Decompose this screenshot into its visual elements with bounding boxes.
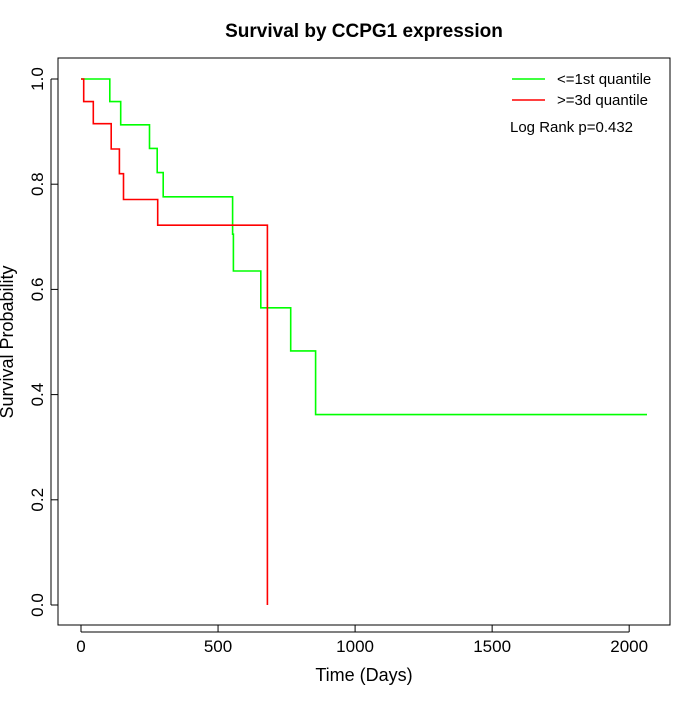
y-tick-label-4: 0.8: [28, 172, 47, 196]
x-axis-label: Time (Days): [315, 665, 412, 685]
x-tick-label-2: 1000: [336, 637, 374, 656]
y-tick-label-5: 1.0: [28, 67, 47, 91]
series-line-0: [81, 78, 647, 416]
x-tick-label-4: 2000: [610, 637, 648, 656]
legend-label-1: >=3d quantile: [557, 92, 648, 109]
x-axis: 0 500 1000 1500 2000: [76, 625, 648, 656]
series-line-1: [81, 78, 269, 605]
plot-frame: [57, 57, 671, 626]
series-layer: [81, 78, 647, 605]
x-tick-label-0: 0: [76, 637, 85, 656]
y-tick-label-2: 0.4: [28, 383, 47, 407]
y-axis-label: Survival Probability: [0, 265, 17, 418]
legend-label-0: <=1st quantile: [557, 71, 651, 88]
x-tick-label-3: 1500: [473, 637, 511, 656]
y-tick-label-1: 0.2: [28, 488, 47, 512]
legend: <=1st quantile >=3d quantile: [512, 71, 651, 109]
log-rank-annotation: Log Rank p=0.432: [510, 119, 633, 136]
chart-title: Survival by CCPG1 expression: [225, 21, 503, 42]
y-tick-label-0: 0.0: [28, 593, 47, 617]
y-tick-label-3: 0.6: [28, 278, 47, 302]
y-axis: 0.0 0.2 0.4 0.6 0.8 1.0: [28, 67, 58, 617]
x-tick-label-1: 500: [204, 637, 232, 656]
